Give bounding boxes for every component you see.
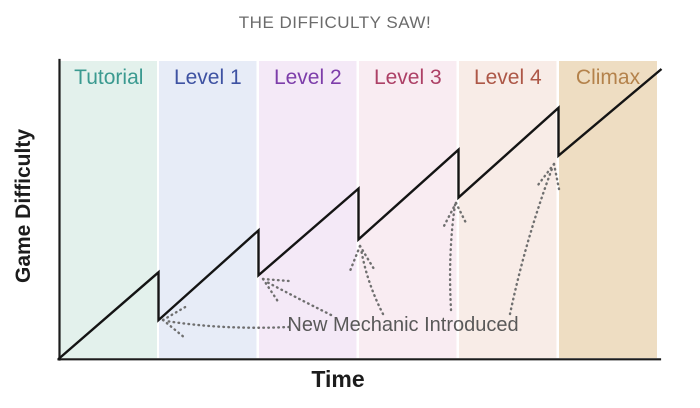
arrow-4-head-left [442, 201, 458, 228]
arrow-4-shaft [448, 203, 457, 312]
arrow-1-head-lower [161, 318, 187, 340]
axes [57, 58, 662, 361]
band-climax [559, 61, 657, 358]
difficulty-line [57, 68, 663, 360]
level-band-labels: Tutorial Level 1 Level 2 Level 3 Level 4… [74, 66, 640, 89]
arrow-5-head-left [536, 162, 556, 187]
y-axis-title: Game Difficulty [12, 129, 35, 283]
x-axis-title: Time [311, 366, 364, 392]
chart-title: THE DIFFICULTY SAW! [239, 13, 431, 32]
arrow-5-head-right [552, 162, 561, 191]
arrow-3-head-right [358, 244, 376, 271]
arrow-1-shaft [164, 319, 291, 329]
arrow-4-head-right [454, 201, 469, 227]
band-label-tutorial: Tutorial [74, 66, 143, 89]
level-bands [60, 61, 657, 358]
band-label-level2: Level 2 [274, 66, 342, 89]
arrow-3-head-left [348, 244, 362, 273]
band-tutorial [60, 61, 157, 358]
arrow-to-drop-5 [508, 162, 561, 316]
band-level4 [459, 61, 557, 358]
arrow-3-shaft [359, 247, 385, 316]
arrow-1-head-upper [161, 304, 189, 322]
band-label-climax: Climax [576, 66, 641, 89]
band-label-level1: Level 1 [174, 66, 242, 89]
band-label-level4: Level 4 [474, 66, 542, 89]
arrow-to-drop-4 [442, 201, 469, 312]
band-level2 [259, 61, 357, 358]
arrow-to-drop-3 [348, 244, 385, 316]
arrow-2-head-lower [261, 277, 281, 305]
arrow-2-head-upper [261, 277, 291, 283]
band-level1 [159, 61, 257, 358]
band-label-level3: Level 3 [374, 66, 442, 89]
band-level3 [359, 61, 457, 358]
arrow-5-shaft [508, 164, 555, 316]
arrow-to-drop-2 [261, 277, 333, 317]
annotation-label: New Mechanic Introduced [287, 314, 518, 336]
arrow-to-drop-1 [161, 304, 291, 340]
annotation-arrows [161, 162, 561, 340]
